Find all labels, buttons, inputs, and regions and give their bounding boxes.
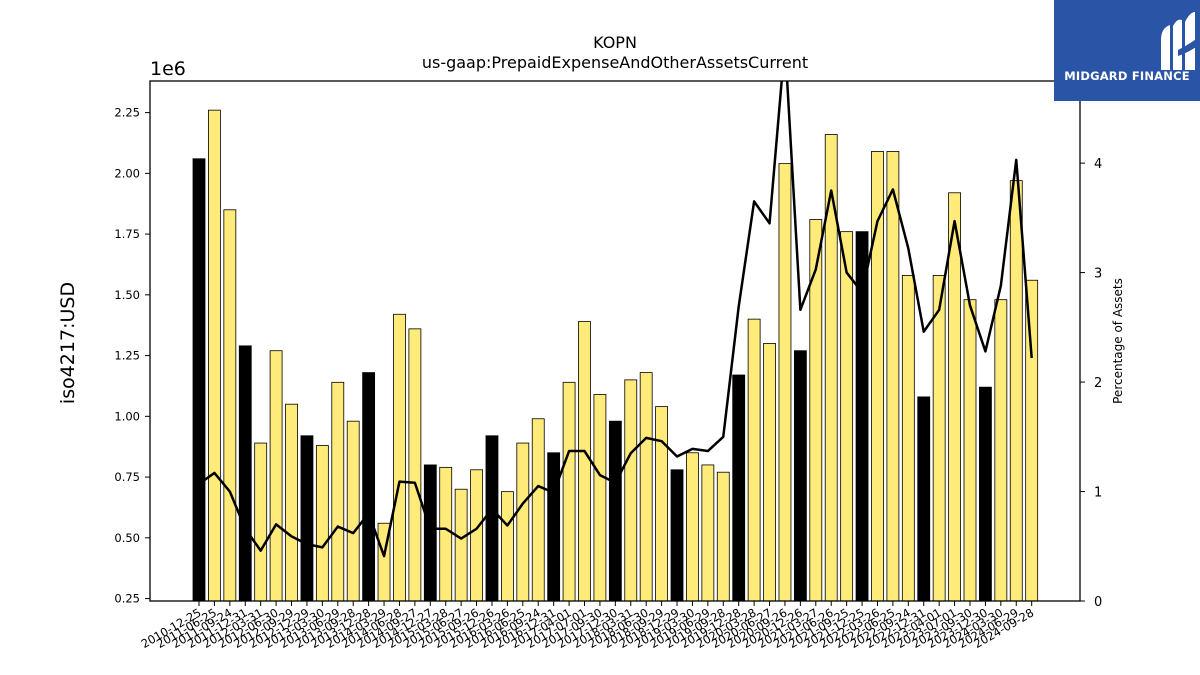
bar <box>578 321 591 601</box>
bar <box>979 386 992 601</box>
percentage-line <box>198 81 1033 558</box>
y-tick-label: 0.75 <box>114 470 140 484</box>
y-tick-label: 1.75 <box>114 227 140 241</box>
bar <box>716 471 730 601</box>
bar <box>917 396 931 601</box>
bar <box>747 318 761 601</box>
bar <box>408 328 422 601</box>
bar <box>670 469 684 601</box>
chart-title: KOPN <box>593 33 637 52</box>
bar <box>223 209 237 601</box>
bar <box>192 158 206 601</box>
bar <box>454 488 468 601</box>
bar <box>439 466 453 601</box>
y-tick-label: 1.25 <box>114 349 140 363</box>
bar <box>732 374 746 601</box>
bar <box>393 313 406 601</box>
bar <box>948 192 961 601</box>
bar <box>315 445 329 601</box>
bar <box>963 299 977 601</box>
bar <box>254 442 268 601</box>
y-tick-label: 2.00 <box>114 166 140 180</box>
y2-axis-label: Percentage of Assets <box>1111 278 1125 404</box>
y2-tick-label: 3 <box>1094 267 1102 282</box>
logo-text: MIDGARD FINANCE <box>1064 69 1190 83</box>
bar <box>809 219 823 601</box>
bar <box>531 418 545 601</box>
bar <box>1025 279 1039 601</box>
bar <box>562 381 576 601</box>
y2-tick-label: 4 <box>1094 157 1102 172</box>
bar <box>639 372 653 601</box>
y-offset-label: 1e6 <box>150 58 186 80</box>
bar <box>485 435 499 601</box>
bar <box>346 420 360 601</box>
y2-tick-label: 2 <box>1094 376 1102 391</box>
y2-tick-label: 1 <box>1094 486 1102 501</box>
bar-series <box>192 109 1039 601</box>
bar <box>932 274 946 601</box>
bar <box>871 151 884 601</box>
bar <box>269 350 283 601</box>
bar <box>994 299 1008 601</box>
bar <box>763 343 776 601</box>
y-tick-label: 1.50 <box>114 288 140 302</box>
bar <box>840 231 854 601</box>
bar <box>855 231 869 601</box>
y-tick-label: 2.25 <box>114 106 140 120</box>
bar <box>701 464 715 601</box>
bar <box>300 435 314 601</box>
bar <box>624 379 638 601</box>
bar <box>793 350 807 601</box>
logo-mark-icon <box>1161 12 1200 70</box>
bar <box>362 372 376 601</box>
y-axis-label: iso4217:USD <box>57 282 79 404</box>
bar <box>686 452 699 601</box>
bar <box>516 442 530 601</box>
bar <box>778 163 792 601</box>
bar <box>547 452 561 601</box>
bar <box>238 345 252 601</box>
bar <box>655 406 668 601</box>
bar <box>1009 180 1023 601</box>
chart-subtitle: us-gaap:PrepaidExpenseAndOtherAssetsCurr… <box>422 53 808 72</box>
bar <box>824 134 838 601</box>
bar <box>470 469 483 601</box>
bar <box>423 464 437 601</box>
plot-frame <box>149 80 1081 602</box>
bar <box>285 403 298 601</box>
brand-logo: MIDGARD FINANCE <box>1054 0 1200 101</box>
y-tick-label: 0.50 <box>114 531 140 545</box>
bar <box>608 420 622 601</box>
bar <box>208 109 221 601</box>
y-tick-label: 0.25 <box>114 592 140 606</box>
bar <box>886 151 900 601</box>
y-tick-label: 1.00 <box>114 409 140 423</box>
bar <box>901 274 915 601</box>
bar <box>593 394 607 601</box>
bar <box>500 491 514 601</box>
y2-tick-label: 0 <box>1094 595 1102 610</box>
bar <box>331 381 345 601</box>
